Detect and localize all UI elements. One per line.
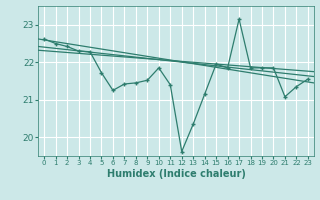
X-axis label: Humidex (Indice chaleur): Humidex (Indice chaleur) (107, 169, 245, 179)
